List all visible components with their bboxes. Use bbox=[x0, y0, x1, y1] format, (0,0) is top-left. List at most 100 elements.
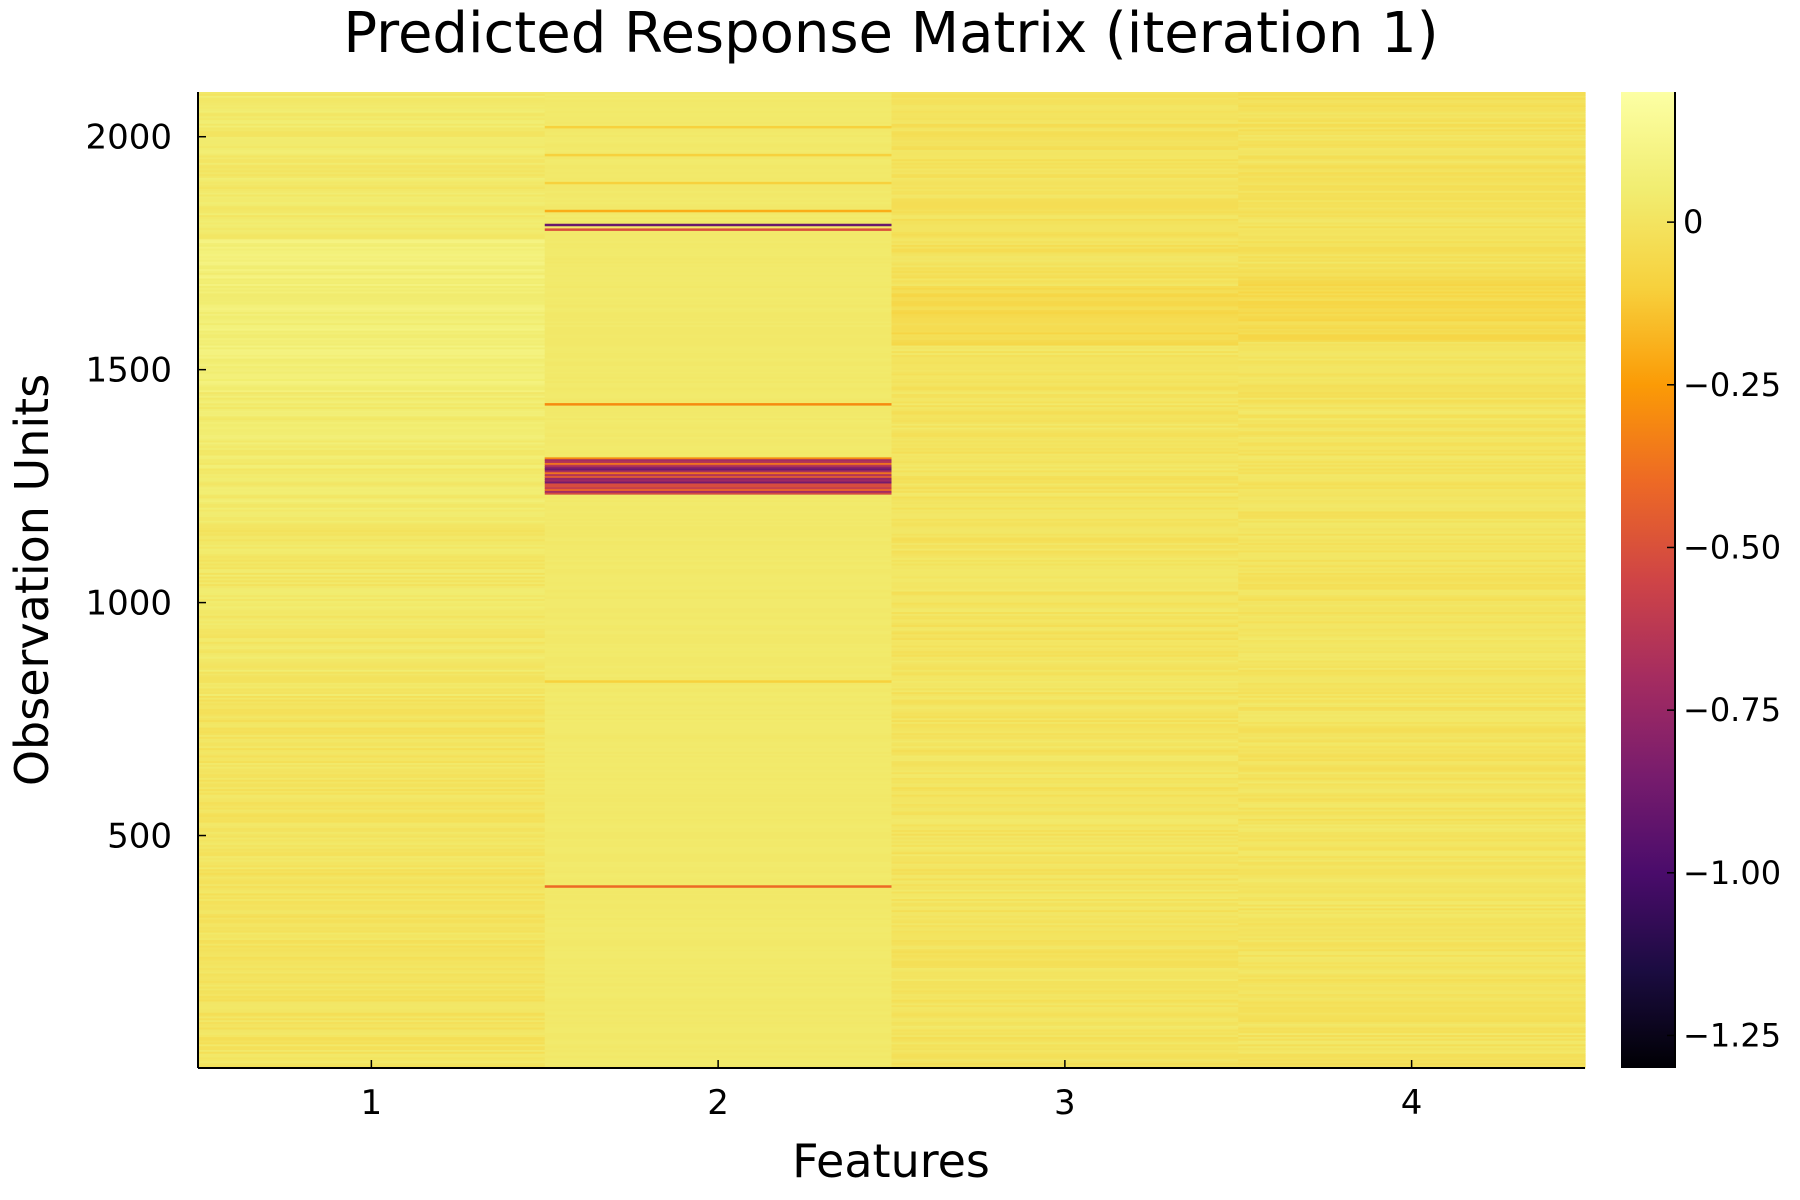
heatmap-cell bbox=[198, 656, 546, 659]
heatmap-cell bbox=[544, 989, 893, 993]
heatmap-cell bbox=[544, 846, 893, 849]
heatmap-cell bbox=[891, 456, 1239, 460]
heatmap-cell bbox=[544, 164, 893, 167]
heatmap-cell bbox=[1238, 494, 1586, 497]
heatmap-cell bbox=[544, 380, 893, 383]
heatmap-cell bbox=[1238, 488, 1586, 491]
heatmap-cell bbox=[891, 469, 1239, 473]
heatmap-cell bbox=[891, 477, 1239, 480]
heatmap-cell bbox=[544, 266, 893, 270]
heatmap-cell bbox=[198, 864, 546, 868]
heatmap-cell bbox=[1238, 590, 1586, 594]
heatmap-cell bbox=[1238, 812, 1586, 816]
heatmap-cell bbox=[198, 471, 546, 475]
heatmap-cell bbox=[544, 473, 893, 477]
heatmap-cell bbox=[1238, 626, 1586, 629]
heatmap-cell bbox=[544, 676, 893, 680]
heatmap-cell bbox=[891, 889, 1239, 892]
heatmap-cell bbox=[198, 1019, 546, 1023]
heatmap-cell bbox=[544, 335, 893, 339]
heatmap-cell bbox=[891, 482, 1239, 486]
heatmap-cell bbox=[891, 624, 1239, 627]
heatmap-cell bbox=[198, 339, 546, 342]
heatmap-cell bbox=[1238, 343, 1586, 346]
heatmap-cell bbox=[891, 700, 1239, 704]
heatmap-cell bbox=[198, 581, 546, 585]
heatmap-cell bbox=[198, 745, 546, 749]
heatmap-cell bbox=[1238, 128, 1586, 132]
heatmap-cell bbox=[1238, 188, 1586, 191]
heatmap-cell bbox=[1238, 134, 1586, 137]
heatmap-cell bbox=[198, 1025, 546, 1028]
heatmap-cell bbox=[544, 624, 893, 627]
heatmap-cell bbox=[1238, 920, 1586, 924]
heatmap-cell bbox=[1238, 710, 1586, 713]
heatmap-cell bbox=[891, 106, 1239, 109]
heatmap-cell bbox=[544, 669, 893, 672]
heatmap-cell bbox=[544, 605, 893, 609]
heatmap-cell bbox=[891, 822, 1239, 825]
heatmap-cell bbox=[891, 881, 1239, 885]
heatmap-cell bbox=[1238, 741, 1586, 745]
heatmap-cell bbox=[1238, 574, 1586, 577]
heatmap-cell bbox=[1238, 553, 1586, 557]
heatmap-cell bbox=[544, 447, 893, 450]
heatmap-cell bbox=[198, 449, 546, 452]
heatmap-cell bbox=[198, 343, 546, 346]
heatmap-cell bbox=[544, 207, 893, 210]
heatmap-cell bbox=[544, 358, 893, 361]
heatmap-cell bbox=[1238, 110, 1586, 113]
heatmap-cell bbox=[891, 1049, 1239, 1052]
heatmap-cell bbox=[198, 650, 546, 654]
heatmap-cell bbox=[891, 829, 1239, 832]
heatmap-cell bbox=[544, 667, 893, 670]
heatmap-cell bbox=[891, 674, 1239, 678]
heatmap-cell bbox=[1238, 866, 1586, 870]
heatmap-cell bbox=[544, 672, 893, 676]
heatmap-cell bbox=[198, 421, 546, 424]
heatmap-cell bbox=[544, 963, 893, 967]
heatmap-cell bbox=[544, 643, 893, 646]
heatmap-cell bbox=[891, 214, 1239, 217]
heatmap-cell bbox=[891, 277, 1239, 281]
heatmap-cell bbox=[198, 186, 546, 190]
heatmap-cell bbox=[1238, 175, 1586, 178]
heatmap-cell bbox=[544, 1058, 893, 1062]
heatmap-cell bbox=[544, 344, 893, 348]
heatmap-cell bbox=[891, 255, 1239, 258]
heatmap-cell bbox=[198, 937, 546, 941]
heatmap-cell bbox=[891, 799, 1239, 803]
heatmap-cell bbox=[1238, 447, 1586, 450]
heatmap-cell bbox=[544, 505, 893, 508]
heatmap-cell bbox=[891, 110, 1239, 113]
heatmap-cell bbox=[891, 220, 1239, 223]
heatmap-cell bbox=[544, 876, 893, 879]
heatmap-cell bbox=[198, 1000, 546, 1004]
heatmap-cell bbox=[544, 188, 893, 191]
heatmap-cell bbox=[198, 967, 546, 970]
heatmap-cell bbox=[1238, 564, 1586, 568]
heatmap-cell bbox=[1238, 637, 1586, 640]
heatmap-cell bbox=[891, 726, 1239, 730]
heatmap-cell bbox=[544, 641, 893, 644]
heatmap-cell bbox=[198, 1053, 546, 1056]
heatmap-cell bbox=[544, 710, 893, 713]
heatmap-cell bbox=[891, 995, 1239, 998]
heatmap-cell bbox=[198, 462, 546, 465]
heatmap-cell bbox=[891, 440, 1239, 443]
heatmap-cell bbox=[198, 577, 546, 581]
heatmap-cell bbox=[891, 958, 1239, 961]
heatmap-cell bbox=[891, 883, 1239, 886]
heatmap-cell bbox=[198, 907, 546, 911]
heatmap-cell bbox=[198, 587, 546, 590]
heatmap-cell bbox=[1238, 220, 1586, 223]
heatmap-cell bbox=[1238, 274, 1586, 277]
heatmap-cell bbox=[1238, 859, 1586, 862]
heatmap-cell bbox=[198, 747, 546, 750]
heatmap-cell bbox=[544, 453, 893, 456]
heatmap-cell bbox=[198, 965, 546, 968]
heatmap-cell bbox=[198, 637, 546, 640]
heatmap-cell bbox=[544, 833, 893, 836]
heatmap-cell bbox=[198, 671, 546, 674]
